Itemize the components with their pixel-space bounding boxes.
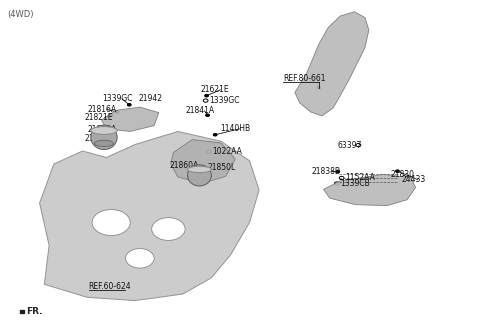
Text: 21821E: 21821E <box>85 113 113 122</box>
Ellipse shape <box>152 218 185 240</box>
Text: 21841A: 21841A <box>185 107 214 115</box>
Circle shape <box>115 111 119 113</box>
Polygon shape <box>295 12 369 116</box>
Circle shape <box>205 114 209 116</box>
Ellipse shape <box>92 210 130 236</box>
Polygon shape <box>171 140 235 183</box>
Text: 21860A: 21860A <box>169 161 199 170</box>
Text: 1022AA: 1022AA <box>212 147 242 156</box>
Text: 1339CB: 1339CB <box>340 179 370 188</box>
Ellipse shape <box>95 140 113 147</box>
Ellipse shape <box>125 249 154 268</box>
Polygon shape <box>324 174 416 206</box>
Text: FR.: FR. <box>26 307 43 316</box>
Text: 1140HB: 1140HB <box>220 124 250 133</box>
Ellipse shape <box>188 166 211 173</box>
Circle shape <box>317 86 321 89</box>
Circle shape <box>194 164 198 167</box>
Text: 1152AA: 1152AA <box>345 174 375 182</box>
Text: 63397: 63397 <box>338 141 362 150</box>
Circle shape <box>336 170 340 173</box>
Polygon shape <box>39 132 259 300</box>
Bar <box>20 310 24 313</box>
Polygon shape <box>102 107 159 132</box>
Text: 1339GC: 1339GC <box>209 96 240 105</box>
Text: 24433: 24433 <box>401 175 426 184</box>
Text: 21838B: 21838B <box>312 167 341 176</box>
Circle shape <box>213 133 217 136</box>
Text: REF.60-624: REF.60-624 <box>89 282 132 292</box>
Text: 21840R: 21840R <box>85 134 114 143</box>
Text: (4WD): (4WD) <box>7 10 34 18</box>
Ellipse shape <box>188 165 211 186</box>
Text: 21830: 21830 <box>390 170 414 179</box>
Text: 1339GC: 1339GC <box>103 94 133 103</box>
Circle shape <box>396 170 399 173</box>
Text: REF.80-661: REF.80-661 <box>283 74 325 83</box>
Ellipse shape <box>91 127 117 134</box>
Text: 21850L: 21850L <box>207 163 236 173</box>
Text: 21621E: 21621E <box>201 85 229 94</box>
Ellipse shape <box>91 125 117 150</box>
Circle shape <box>204 94 208 97</box>
Circle shape <box>127 104 131 106</box>
Text: 21850A: 21850A <box>87 125 117 134</box>
Circle shape <box>109 114 113 116</box>
Circle shape <box>113 129 117 131</box>
Text: 21942: 21942 <box>139 94 163 103</box>
Text: 21816A: 21816A <box>87 105 117 114</box>
